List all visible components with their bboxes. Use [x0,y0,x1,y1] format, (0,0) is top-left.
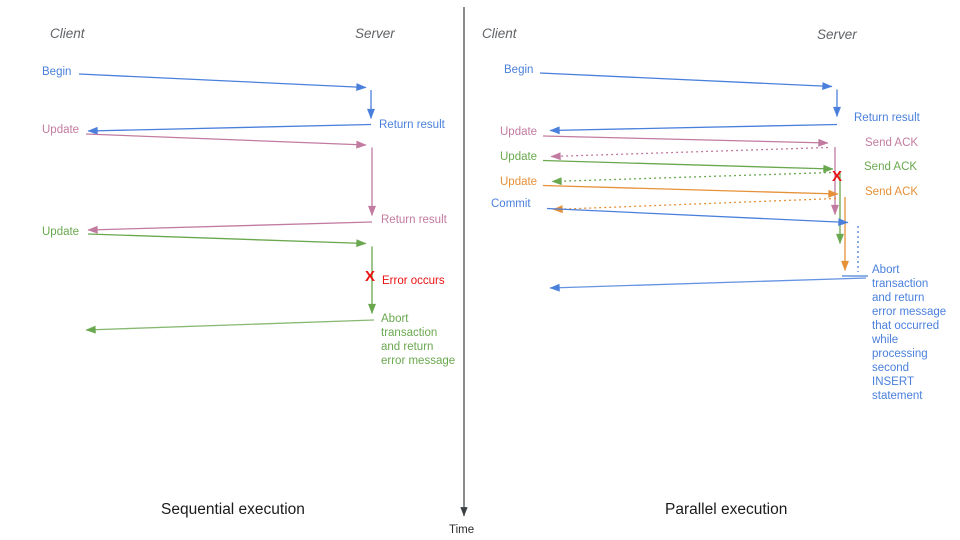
left-abort-label: Abort transaction and return error messa… [381,313,456,367]
left-return-result-1-arrow [87,123,372,135]
right-begin-arrow [539,72,833,91]
right-send-ack-1-label: Send ACK [865,137,919,149]
left-update-1-label: Update [42,124,80,136]
left-error-x-icon: X [365,268,376,285]
left-error-label: Error occurs [382,275,445,287]
right-begin-label: Begin [504,64,534,76]
right-server-label: Server [817,27,857,42]
left-server-label: Server [355,26,395,41]
right-panel-caption: Parallel execution [665,501,788,518]
right-commit-label: Commit [491,198,531,210]
right-send-ack-3-label: Send ACK [865,186,919,198]
right-update-2-label: Update [500,151,538,163]
left-update-2-label: Update [42,226,80,238]
right-send-ack-2-label: Send ACK [864,161,918,173]
right-update-3-label: Update [500,176,538,188]
left-panel-arrows [78,73,376,334]
right-send-ack-1-arrow [550,146,829,161]
right-send-ack-3-arrow [552,197,837,214]
left-abort-arrow [85,319,375,334]
left-client-label: Client [50,26,85,41]
left-panel-caption: Sequential execution [161,501,305,518]
right-panel-arrows [539,72,868,292]
left-return-result-2-label: Return result [381,214,447,226]
left-update-1-arrow [85,133,367,149]
left-return-result-1-label: Return result [379,119,445,131]
right-update-2-arrow [542,159,834,173]
right-error-x-icon: X [832,168,843,185]
right-return-result-label: Return result [854,112,920,124]
left-begin-label: Begin [42,66,72,78]
right-return-result-arrow [549,123,838,135]
right-commit-arrow [546,207,849,227]
right-update-1-label: Update [500,126,538,138]
right-update-3-arrow [542,184,839,198]
right-client-label: Client [482,26,517,41]
left-begin-arrow [78,73,367,92]
right-abort-label: Abort transaction and return error messa… [872,264,947,402]
right-update-1-arrow [542,135,829,147]
right-abort-arrow [549,277,867,292]
left-return-result-2-arrow [87,221,373,234]
right-send-ack-2-arrow [551,171,832,186]
time-axis-label: Time [449,524,475,536]
left-update-2-arrow [87,233,367,248]
